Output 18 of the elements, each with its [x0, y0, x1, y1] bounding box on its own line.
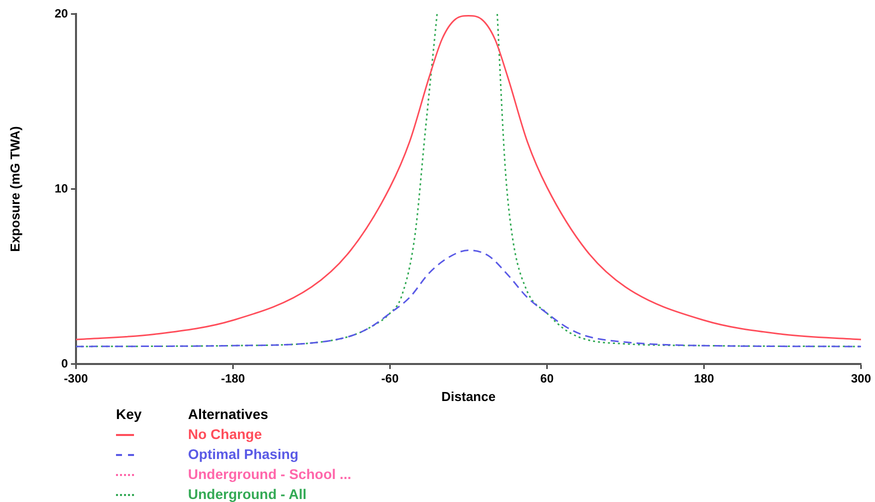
x-tick-label: -60 — [381, 372, 399, 386]
y-axis-title: Exposure (mG TWA) — [7, 126, 22, 252]
line-series — [76, 250, 861, 348]
x-tick-label: 180 — [694, 372, 714, 386]
x-tick-label: -300 — [64, 372, 88, 386]
y-tick-label: 20 — [54, 6, 68, 20]
x-tick-label: 60 — [540, 372, 554, 386]
text: Key — [116, 405, 143, 424]
legend-title: Alternatives — [188, 405, 270, 424]
legend-label: Underground - School ... — [188, 465, 352, 484]
text: Underground - All — [188, 485, 308, 502]
y-tick-label: 10 — [54, 181, 68, 196]
x-tick-label: -180 — [220, 372, 246, 386]
text: No Change — [188, 425, 263, 444]
y-tick-label: 0 — [61, 356, 68, 370]
x-axis-title: Distance — [441, 388, 496, 404]
text: Optimal Phasing — [188, 445, 300, 464]
x-tick-label: 300 — [850, 372, 872, 386]
